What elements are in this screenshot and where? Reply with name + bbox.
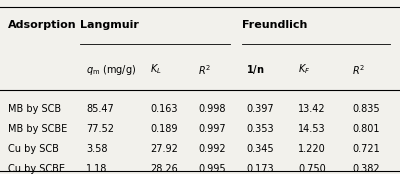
Text: Cu by SCBE: Cu by SCBE xyxy=(8,164,65,174)
Text: $\it{R}^{2}$: $\it{R}^{2}$ xyxy=(198,63,211,77)
Text: 0.345: 0.345 xyxy=(246,144,274,154)
Text: Cu by SCB: Cu by SCB xyxy=(8,144,59,154)
Text: 0.173: 0.173 xyxy=(246,164,274,174)
Text: 0.382: 0.382 xyxy=(352,164,380,174)
Text: 0.163: 0.163 xyxy=(150,104,178,114)
Text: $\mathbf{1/n}$: $\mathbf{1/n}$ xyxy=(246,63,265,76)
Text: 1.18: 1.18 xyxy=(86,164,107,174)
Text: 1.220: 1.220 xyxy=(298,144,326,154)
Text: 27.92: 27.92 xyxy=(150,144,178,154)
Text: 0.995: 0.995 xyxy=(198,164,226,174)
Text: $\it{q}_\mathrm{m}$ (mg/g): $\it{q}_\mathrm{m}$ (mg/g) xyxy=(86,63,136,77)
Text: $\it{R}^{2}$: $\it{R}^{2}$ xyxy=(352,63,365,77)
Text: 77.52: 77.52 xyxy=(86,124,114,134)
Text: 13.42: 13.42 xyxy=(298,104,326,114)
Text: 0.835: 0.835 xyxy=(352,104,380,114)
Text: Adsorption: Adsorption xyxy=(8,20,77,30)
Text: Langmuir: Langmuir xyxy=(80,20,139,30)
Text: 85.47: 85.47 xyxy=(86,104,114,114)
Text: 14.53: 14.53 xyxy=(298,124,326,134)
Text: MB by SCB: MB by SCB xyxy=(8,104,61,114)
Text: 3.58: 3.58 xyxy=(86,144,108,154)
Text: $\it{K}_{F}$: $\it{K}_{F}$ xyxy=(298,63,310,77)
Text: 0.189: 0.189 xyxy=(150,124,178,134)
Text: 0.997: 0.997 xyxy=(198,124,226,134)
Text: Freundlich: Freundlich xyxy=(242,20,307,30)
Text: 0.801: 0.801 xyxy=(352,124,380,134)
Text: $\it{K}_{L}$: $\it{K}_{L}$ xyxy=(150,63,162,77)
Text: 0.353: 0.353 xyxy=(246,124,274,134)
Text: 0.721: 0.721 xyxy=(352,144,380,154)
Text: 0.998: 0.998 xyxy=(198,104,226,114)
Text: 28.26: 28.26 xyxy=(150,164,178,174)
Text: MB by SCBE: MB by SCBE xyxy=(8,124,67,134)
Text: 0.397: 0.397 xyxy=(246,104,274,114)
Text: 0.750: 0.750 xyxy=(298,164,326,174)
Text: 0.992: 0.992 xyxy=(198,144,226,154)
